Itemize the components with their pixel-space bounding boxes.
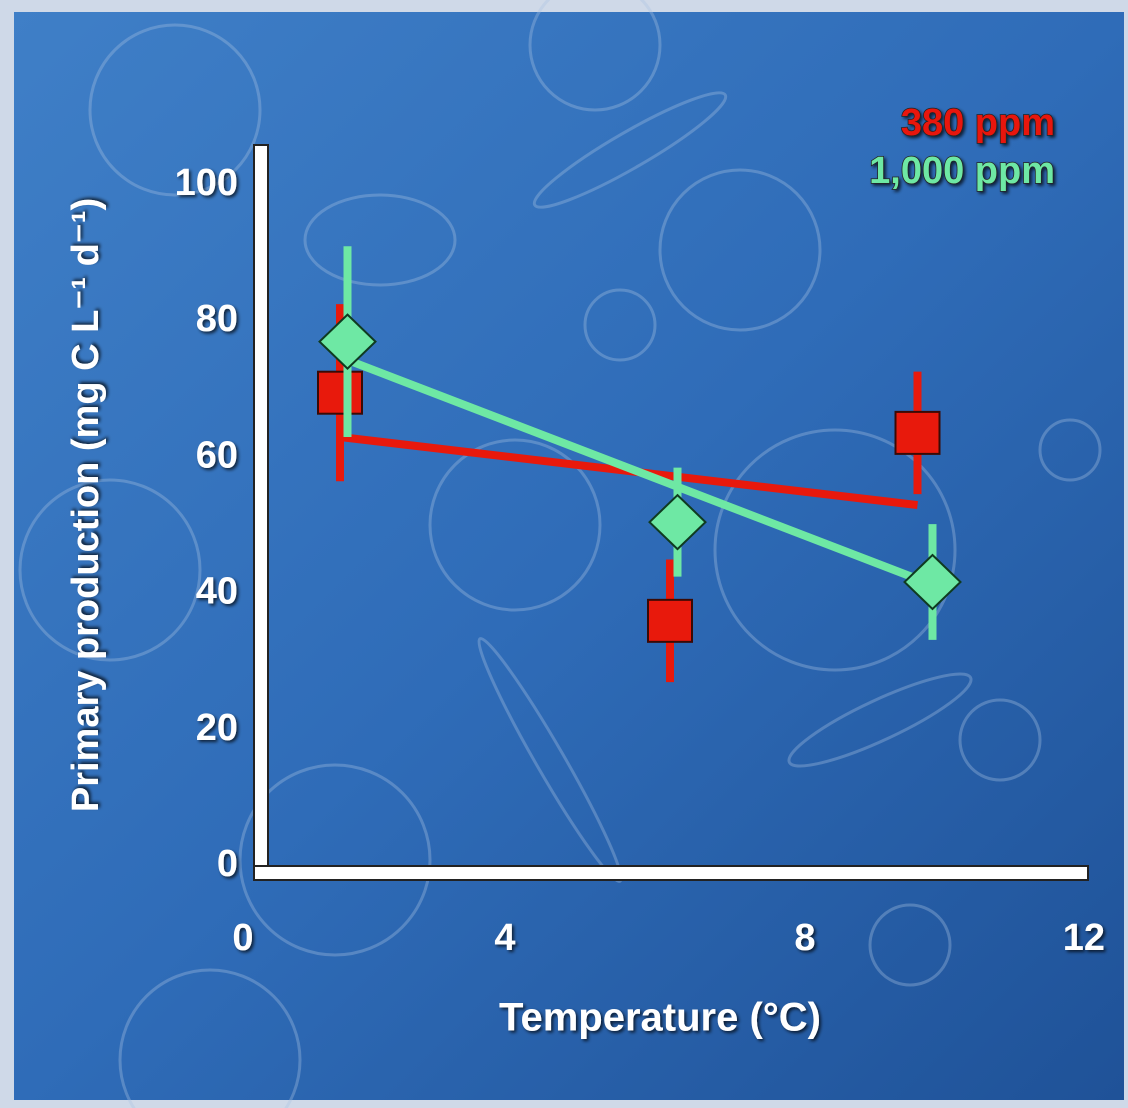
- y-tick-label: 40: [196, 571, 238, 613]
- x-tick-label: 8: [794, 917, 815, 959]
- x-tick-label: 4: [494, 917, 515, 959]
- y-axis: [254, 145, 268, 880]
- legend-entry: 380 ppm: [901, 102, 1055, 144]
- chart: Temperature (°C) Primary production (mg …: [0, 0, 1128, 1108]
- x-axis-label: Temperature (°C): [499, 996, 821, 1040]
- x-tick-label: 0: [232, 917, 253, 959]
- data-point: [318, 372, 362, 414]
- y-tick-label: 100: [175, 162, 238, 204]
- legend-entry: 1,000 ppm: [869, 150, 1055, 192]
- data-point: [896, 412, 940, 454]
- y-tick-label: 80: [196, 298, 238, 340]
- y-tick-label: 20: [196, 707, 238, 749]
- data-point: [648, 600, 692, 642]
- y-tick-label: 0: [217, 843, 238, 885]
- y-axis-label: Primary production (mg C L⁻¹ d⁻¹): [65, 198, 107, 812]
- x-axis: [254, 866, 1088, 880]
- x-tick-label: 12: [1063, 917, 1105, 959]
- y-tick-label: 60: [196, 434, 238, 476]
